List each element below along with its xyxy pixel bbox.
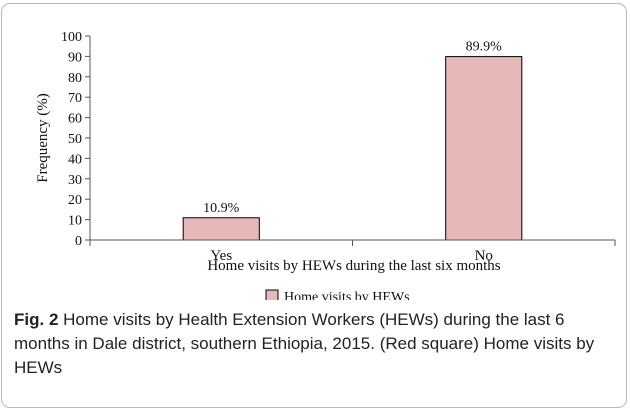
y-tick-label: 90 xyxy=(68,50,82,65)
y-tick-label: 70 xyxy=(68,91,82,106)
y-tick-label: 30 xyxy=(68,173,82,188)
y-tick-label: 10 xyxy=(68,214,82,229)
figure-caption: Fig. 2 Home visits by Health Extension W… xyxy=(14,308,616,380)
x-axis-title: Home visits by HEWs during the last six … xyxy=(207,258,500,274)
caption-text: Home visits by Health Extension Workers … xyxy=(14,310,595,377)
y-tick-label: 80 xyxy=(68,71,82,86)
legend: Home visits by HEWs xyxy=(265,289,410,300)
y-axis: 0 10 20 30 40 50 60 70 80 90 100 xyxy=(61,30,91,249)
legend-swatch xyxy=(265,289,279,300)
bar-yes xyxy=(182,217,260,241)
y-tick-label: 60 xyxy=(68,112,82,127)
y-tick-label: 0 xyxy=(75,234,82,249)
y-tick-label: 40 xyxy=(68,152,82,167)
y-tick-label: 100 xyxy=(61,30,82,45)
bar-no xyxy=(445,56,523,241)
legend-label: Home visits by HEWs xyxy=(284,290,410,300)
x-axis: Yes No xyxy=(89,239,616,264)
data-label: 10.9% xyxy=(203,201,240,216)
y-tick-label: 20 xyxy=(68,193,82,208)
bars: 10.9% 89.9% xyxy=(182,40,523,241)
data-label: 89.9% xyxy=(466,40,503,55)
figure-label: Fig. 2 xyxy=(14,310,59,329)
y-axis-title: Frequency (%) xyxy=(35,93,51,183)
x-tick-label: No xyxy=(475,248,493,264)
x-tick-label: Yes xyxy=(210,248,232,264)
y-tick-label: 50 xyxy=(68,132,82,147)
figure-frame xyxy=(1,3,627,408)
